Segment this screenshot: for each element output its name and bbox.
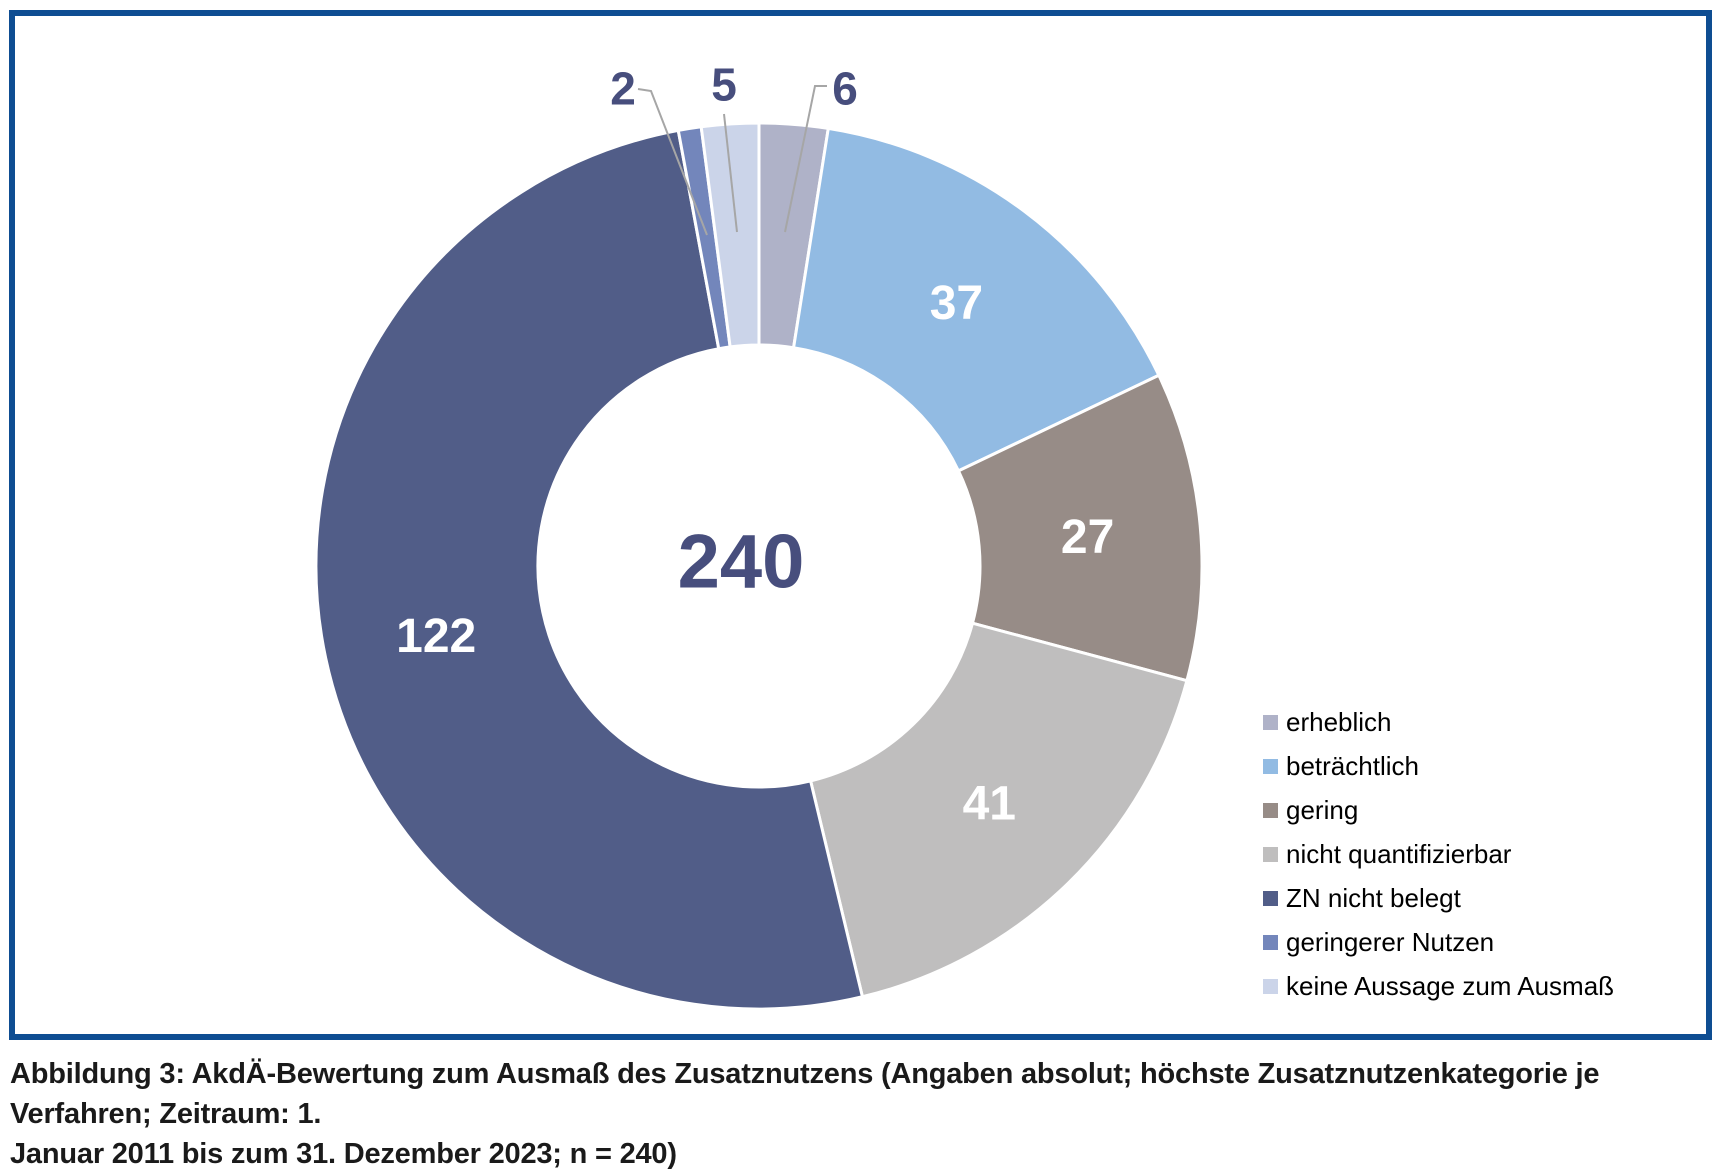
legend-swatch-zn-nicht-belegt bbox=[1263, 890, 1278, 906]
legend-label-keine-aussage-zum-ausmaß: keine Aussage zum Ausmaß bbox=[1286, 970, 1615, 1001]
legend-item-keine-aussage-zum-ausmaß: keine Aussage zum Ausmaß bbox=[1263, 964, 1614, 1008]
legend-label-beträchtlich: beträchtlich bbox=[1286, 750, 1419, 781]
callout-value-label-keine-aussage-zum-ausmaß: 5 bbox=[711, 59, 737, 111]
legend-item-geringerer-nutzen: geringerer Nutzen bbox=[1263, 920, 1614, 964]
legend-label-zn-nicht-belegt: ZN nicht belegt bbox=[1286, 882, 1461, 913]
legend-item-beträchtlich: beträchtlich bbox=[1263, 744, 1614, 788]
slice-beträchtlich bbox=[792, 126, 1161, 473]
legend-item-zn-nicht-belegt: ZN nicht belegt bbox=[1263, 876, 1614, 920]
slice-value-label-zn-nicht-belegt: 122 bbox=[396, 610, 476, 663]
center-total-label: 240 bbox=[678, 519, 805, 604]
legend-swatch-erheblich bbox=[1263, 714, 1278, 730]
callout-value-label-erheblich: 6 bbox=[832, 63, 858, 115]
chart-legend: erheblich beträchtlich gering nicht quantif… bbox=[1263, 700, 1614, 1008]
slice-keine-aussage-zum-ausmaß bbox=[699, 121, 761, 349]
legend-label-geringerer-nutzen: geringerer Nutzen bbox=[1286, 926, 1495, 957]
callout-leader-line-keine-aussage-zum-ausmaß bbox=[723, 113, 738, 233]
caption-line-1: Abbildung 3: AkdÄ-Bewertung zum Ausmaß d… bbox=[10, 1058, 1600, 1130]
legend-label-nicht-quantifizierbar: nicht quantifizierbar bbox=[1286, 838, 1512, 869]
callout-leader-line-erheblich bbox=[784, 85, 827, 233]
legend-swatch-geringerer-nutzen bbox=[1263, 934, 1278, 950]
legend-label-gering: gering bbox=[1286, 794, 1359, 825]
donut-chart: 6 37 27 41 122 2 5 240 bbox=[314, 59, 1204, 1011]
legend-swatch-beträchtlich bbox=[1263, 758, 1278, 774]
callout-leader-line-geringerer-nutzen bbox=[637, 88, 708, 236]
legend-swatch-gering bbox=[1263, 802, 1278, 818]
figure-caption: Abbildung 3: AkdÄ-Bewertung zum Ausmaß d… bbox=[10, 1054, 1716, 1174]
callout-value-label-geringerer-nutzen: 2 bbox=[610, 63, 636, 115]
legend-item-gering: gering bbox=[1263, 788, 1614, 832]
legend-item-nicht-quantifizierbar: nicht quantifizierbar bbox=[1263, 832, 1614, 876]
slice-value-label-gering: 27 bbox=[1061, 511, 1114, 564]
slice-zn-nicht-belegt bbox=[314, 128, 864, 1011]
legend-label-erheblich: erheblich bbox=[1286, 706, 1392, 737]
legend-swatch-nicht-quantifizierbar bbox=[1263, 846, 1278, 862]
slice-nicht-quantifizierbar bbox=[809, 621, 1189, 999]
slice-value-label-beträchtlich: 37 bbox=[930, 277, 983, 330]
legend-swatch-keine-aussage-zum-ausmaß bbox=[1263, 978, 1278, 994]
slice-value-label-nicht-quantifizierbar: 41 bbox=[963, 778, 1016, 831]
legend-item-erheblich: erheblich bbox=[1263, 700, 1614, 744]
slice-gering bbox=[956, 373, 1204, 683]
